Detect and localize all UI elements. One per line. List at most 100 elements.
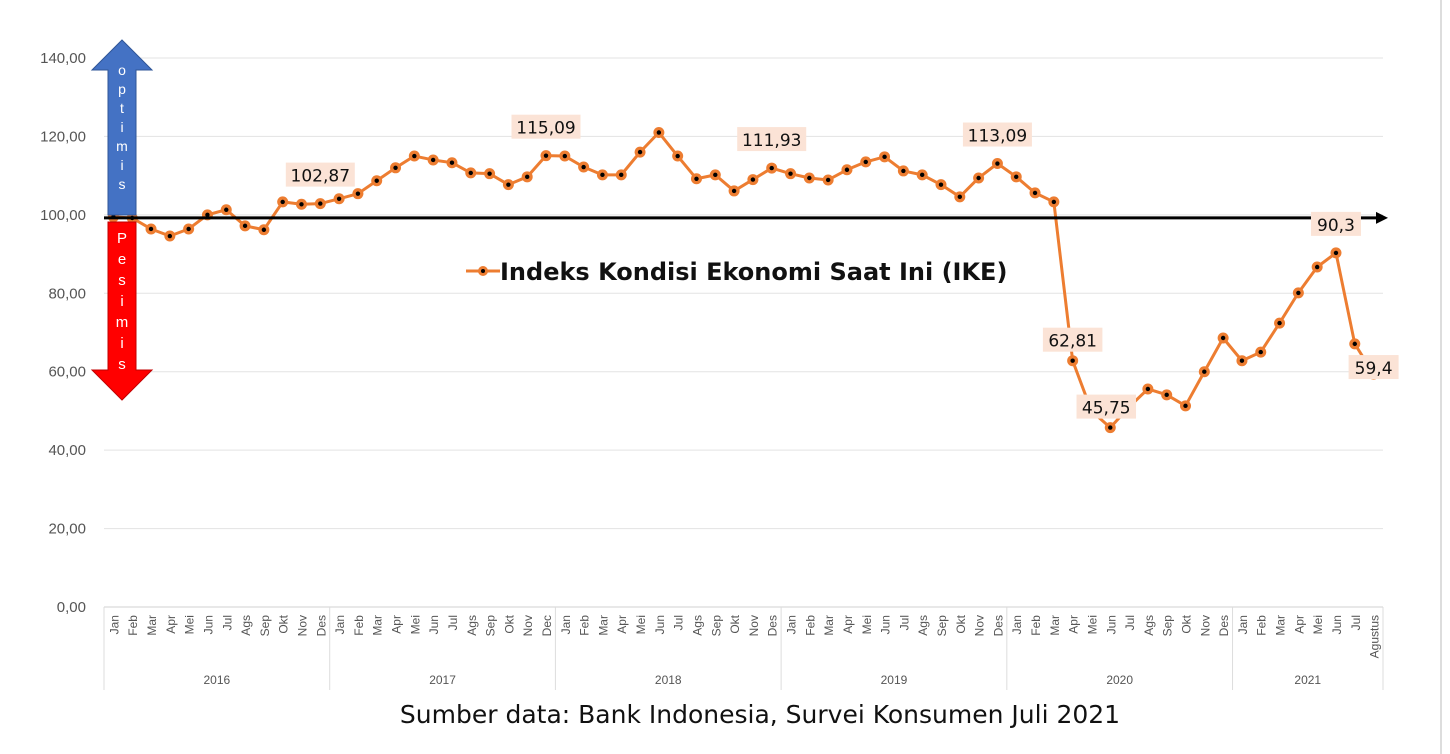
data-point-center [995,161,1000,166]
optimis-letter: i [120,157,123,173]
x-tick-label: Jan [1010,615,1024,634]
x-tick-label: Jun [427,615,441,634]
x-tick-label: Apr [164,615,178,634]
x-tick-label: Jan [1236,615,1250,634]
x-tick-label: Feb [803,615,817,636]
data-label-bg [1076,394,1137,419]
y-tick-label: 80,00 [48,285,86,302]
x-tick-label: Okt [502,614,516,633]
data-point-center [167,233,173,239]
source-note: Sumber data: Bank Indonesia, Survei Kons… [399,700,1121,729]
data-point-center [449,160,455,165]
data-label: 111,93 [742,131,801,151]
reference-arrowhead [1376,211,1388,224]
y-tick-label: 120,00 [40,128,86,145]
y-tick-label: 60,00 [48,364,86,381]
data-point-center [863,159,868,165]
x-tick-label: Jun [201,615,215,634]
data-point-center [882,154,887,160]
y-tick-label: 100,00 [40,207,86,224]
data-point-center [1333,250,1339,256]
data-point-center [506,182,511,187]
x-tick-label: Feb [578,615,592,636]
data-point-center [581,164,586,170]
x-tick-label: Nov [747,615,761,636]
x-tick-label: Mei [1085,615,1099,634]
x-tick-label: Mar [822,615,836,636]
x-tick-label: Jan [107,615,121,634]
data-point-center [656,130,662,135]
x-tick-label: Des [314,615,328,636]
data-point-center [280,199,285,205]
optimis-letter: m [116,138,128,154]
x-tick-label: Jan [333,615,347,634]
data-point-center [1164,392,1169,398]
data-point-center [788,171,793,176]
data-point-center [619,172,624,178]
pesimis-arrow-icon [90,221,154,401]
optimis-letter: t [120,100,124,116]
optimis-letter: p [118,81,126,97]
x-tick-label: Jun [1330,615,1344,634]
x-tick-label: Apr [615,615,629,634]
data-point-center [675,153,680,159]
x-tick-label: Mar [596,615,610,636]
x-tick-label: Feb [352,615,366,636]
data-point-center [1296,290,1301,296]
data-point-center [1108,425,1113,430]
data-point-center [1220,335,1226,341]
data-label: 45,75 [1082,399,1131,419]
data-point-center [205,212,210,218]
x-tick-label: Des [766,615,780,636]
x-tick-label: Mar [1274,615,1288,636]
x-tick-label: Apr [1067,615,1081,634]
data-label-bg [1310,211,1361,236]
data-point-center [769,165,774,171]
data-point-center [148,226,154,232]
data-point-center [336,196,342,201]
data-point-center [355,191,361,196]
x-tick-label: Mar [1048,615,1062,636]
y-tick-label: 140,00 [40,50,86,67]
pesimis-letter: i [120,293,123,310]
x-tick-label: Jul [672,615,686,630]
year-label: 2019 [881,673,908,687]
x-tick-label: Sep [484,615,498,637]
data-point-center [412,153,417,159]
x-tick-label: Dec [540,615,554,636]
data-point-center [600,172,605,178]
data-label: 115,09 [516,119,575,139]
pesimis-letter: s [118,356,126,373]
data-point-center [224,207,229,212]
right-border [1440,0,1442,754]
x-tick-label: Apr [841,615,855,634]
x-tick-label: Jul [897,615,911,630]
x-tick-label: Nov [295,615,309,636]
data-label-bg [962,122,1032,147]
data-label: 113,09 [968,127,1027,147]
data-label: 62,81 [1048,332,1097,352]
pesimis-letter: s [118,272,126,289]
data-point-center [901,168,906,174]
x-tick-label: Feb [1029,615,1043,636]
year-label: 2016 [204,673,231,687]
x-tick-label: Des [1217,615,1231,636]
optimis-letter: i [120,119,123,135]
data-point-center [393,165,398,170]
x-tick-label: Nov [1198,615,1212,636]
x-tick-label: Jun [653,615,667,634]
x-tick-label: Mei [634,615,648,634]
x-tick-label: Mei [408,615,422,634]
data-point-center [919,172,925,178]
data-point-center [430,157,436,163]
x-tick-label: Feb [1255,615,1269,636]
data-point-center [694,176,699,181]
x-tick-label: Ags [1142,615,1156,636]
data-point-center [957,194,963,200]
optimis-arrow-icon [90,39,154,216]
x-tick-label: Jul [220,615,234,630]
x-tick-label: Ags [465,615,479,636]
data-point-center [1070,358,1075,363]
x-tick-label: Okt [277,614,291,633]
